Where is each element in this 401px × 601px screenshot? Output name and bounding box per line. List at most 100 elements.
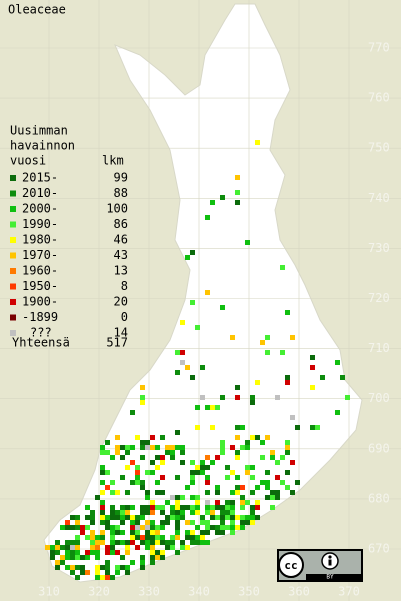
- cell: [70, 515, 75, 520]
- cell: [60, 555, 65, 560]
- cell: [255, 500, 260, 505]
- cell: [220, 440, 225, 445]
- cell: [135, 435, 140, 440]
- cell: [150, 520, 155, 525]
- cell: [190, 530, 195, 535]
- y-tick-label: 700: [368, 391, 390, 405]
- cell: [125, 550, 130, 555]
- cell: [250, 400, 255, 405]
- y-tick-label: 770: [368, 41, 390, 55]
- cell: [200, 520, 205, 525]
- cell: [50, 555, 55, 560]
- cell: [160, 435, 165, 440]
- cell: [265, 335, 270, 340]
- cell: [80, 530, 85, 535]
- cell: [255, 380, 260, 385]
- cell: [70, 545, 75, 550]
- cell: [285, 445, 290, 450]
- cell: [135, 545, 140, 550]
- cell: [60, 560, 65, 565]
- cell: [195, 325, 200, 330]
- cell: [100, 450, 105, 455]
- legend-count: 0: [121, 310, 128, 324]
- cell: [80, 525, 85, 530]
- cell: [160, 510, 165, 515]
- cell: [125, 515, 130, 520]
- cell: [155, 525, 160, 530]
- cell: [140, 445, 145, 450]
- cell: [120, 555, 125, 560]
- cell: [125, 490, 130, 495]
- cell: [230, 530, 235, 535]
- cell: [130, 520, 135, 525]
- cell: [50, 545, 55, 550]
- cell: [195, 495, 200, 500]
- cell: [90, 510, 95, 515]
- cell: [250, 520, 255, 525]
- cell: [245, 240, 250, 245]
- cell: [70, 550, 75, 555]
- cell: [220, 515, 225, 520]
- x-tick-label: 340: [188, 585, 210, 599]
- cell: [220, 530, 225, 535]
- cell: [265, 480, 270, 485]
- cell: [335, 360, 340, 365]
- cell: [135, 520, 140, 525]
- cell: [100, 480, 105, 485]
- cell: [115, 565, 120, 570]
- cell: [340, 375, 345, 380]
- cell: [200, 365, 205, 370]
- cell: [285, 470, 290, 475]
- cell: [75, 565, 80, 570]
- cell: [285, 440, 290, 445]
- cell: [115, 530, 120, 535]
- cell: [225, 500, 230, 505]
- cell: [235, 190, 240, 195]
- cell: [175, 500, 180, 505]
- cell: [240, 505, 245, 510]
- cell: [235, 175, 240, 180]
- cell: [180, 445, 185, 450]
- cell: [115, 435, 120, 440]
- cell: [90, 545, 95, 550]
- cell: [240, 525, 245, 530]
- cell: [270, 490, 275, 495]
- cell: [250, 515, 255, 520]
- cell: [175, 525, 180, 530]
- cell: [155, 490, 160, 495]
- cell: [50, 550, 55, 555]
- cell: [145, 505, 150, 510]
- y-tick-label: 680: [368, 491, 390, 505]
- legend-count: 8: [121, 279, 128, 293]
- cell: [90, 535, 95, 540]
- cell: [115, 515, 120, 520]
- cell: [140, 505, 145, 510]
- cell: [235, 425, 240, 430]
- legend-count: 86: [114, 217, 128, 231]
- cell: [165, 500, 170, 505]
- legend-swatch: [10, 175, 16, 181]
- legend-swatch: [10, 237, 16, 243]
- cell: [140, 525, 145, 530]
- cell: [140, 485, 145, 490]
- cell: [105, 545, 110, 550]
- cell: [160, 540, 165, 545]
- cell: [70, 555, 75, 560]
- cell: [45, 545, 50, 550]
- legend-count: 43: [114, 248, 128, 262]
- cell: [145, 520, 150, 525]
- cell: [215, 530, 220, 535]
- cell: [95, 535, 100, 540]
- cell: [110, 455, 115, 460]
- legend-count: 13: [114, 264, 128, 278]
- cell: [55, 560, 60, 565]
- cell: [170, 505, 175, 510]
- cell: [70, 525, 75, 530]
- y-tick-label: 710: [368, 341, 390, 355]
- cell: [125, 540, 130, 545]
- cell: [310, 365, 315, 370]
- cell: [145, 490, 150, 495]
- cell: [55, 565, 60, 570]
- cell: [275, 490, 280, 495]
- cell: [110, 480, 115, 485]
